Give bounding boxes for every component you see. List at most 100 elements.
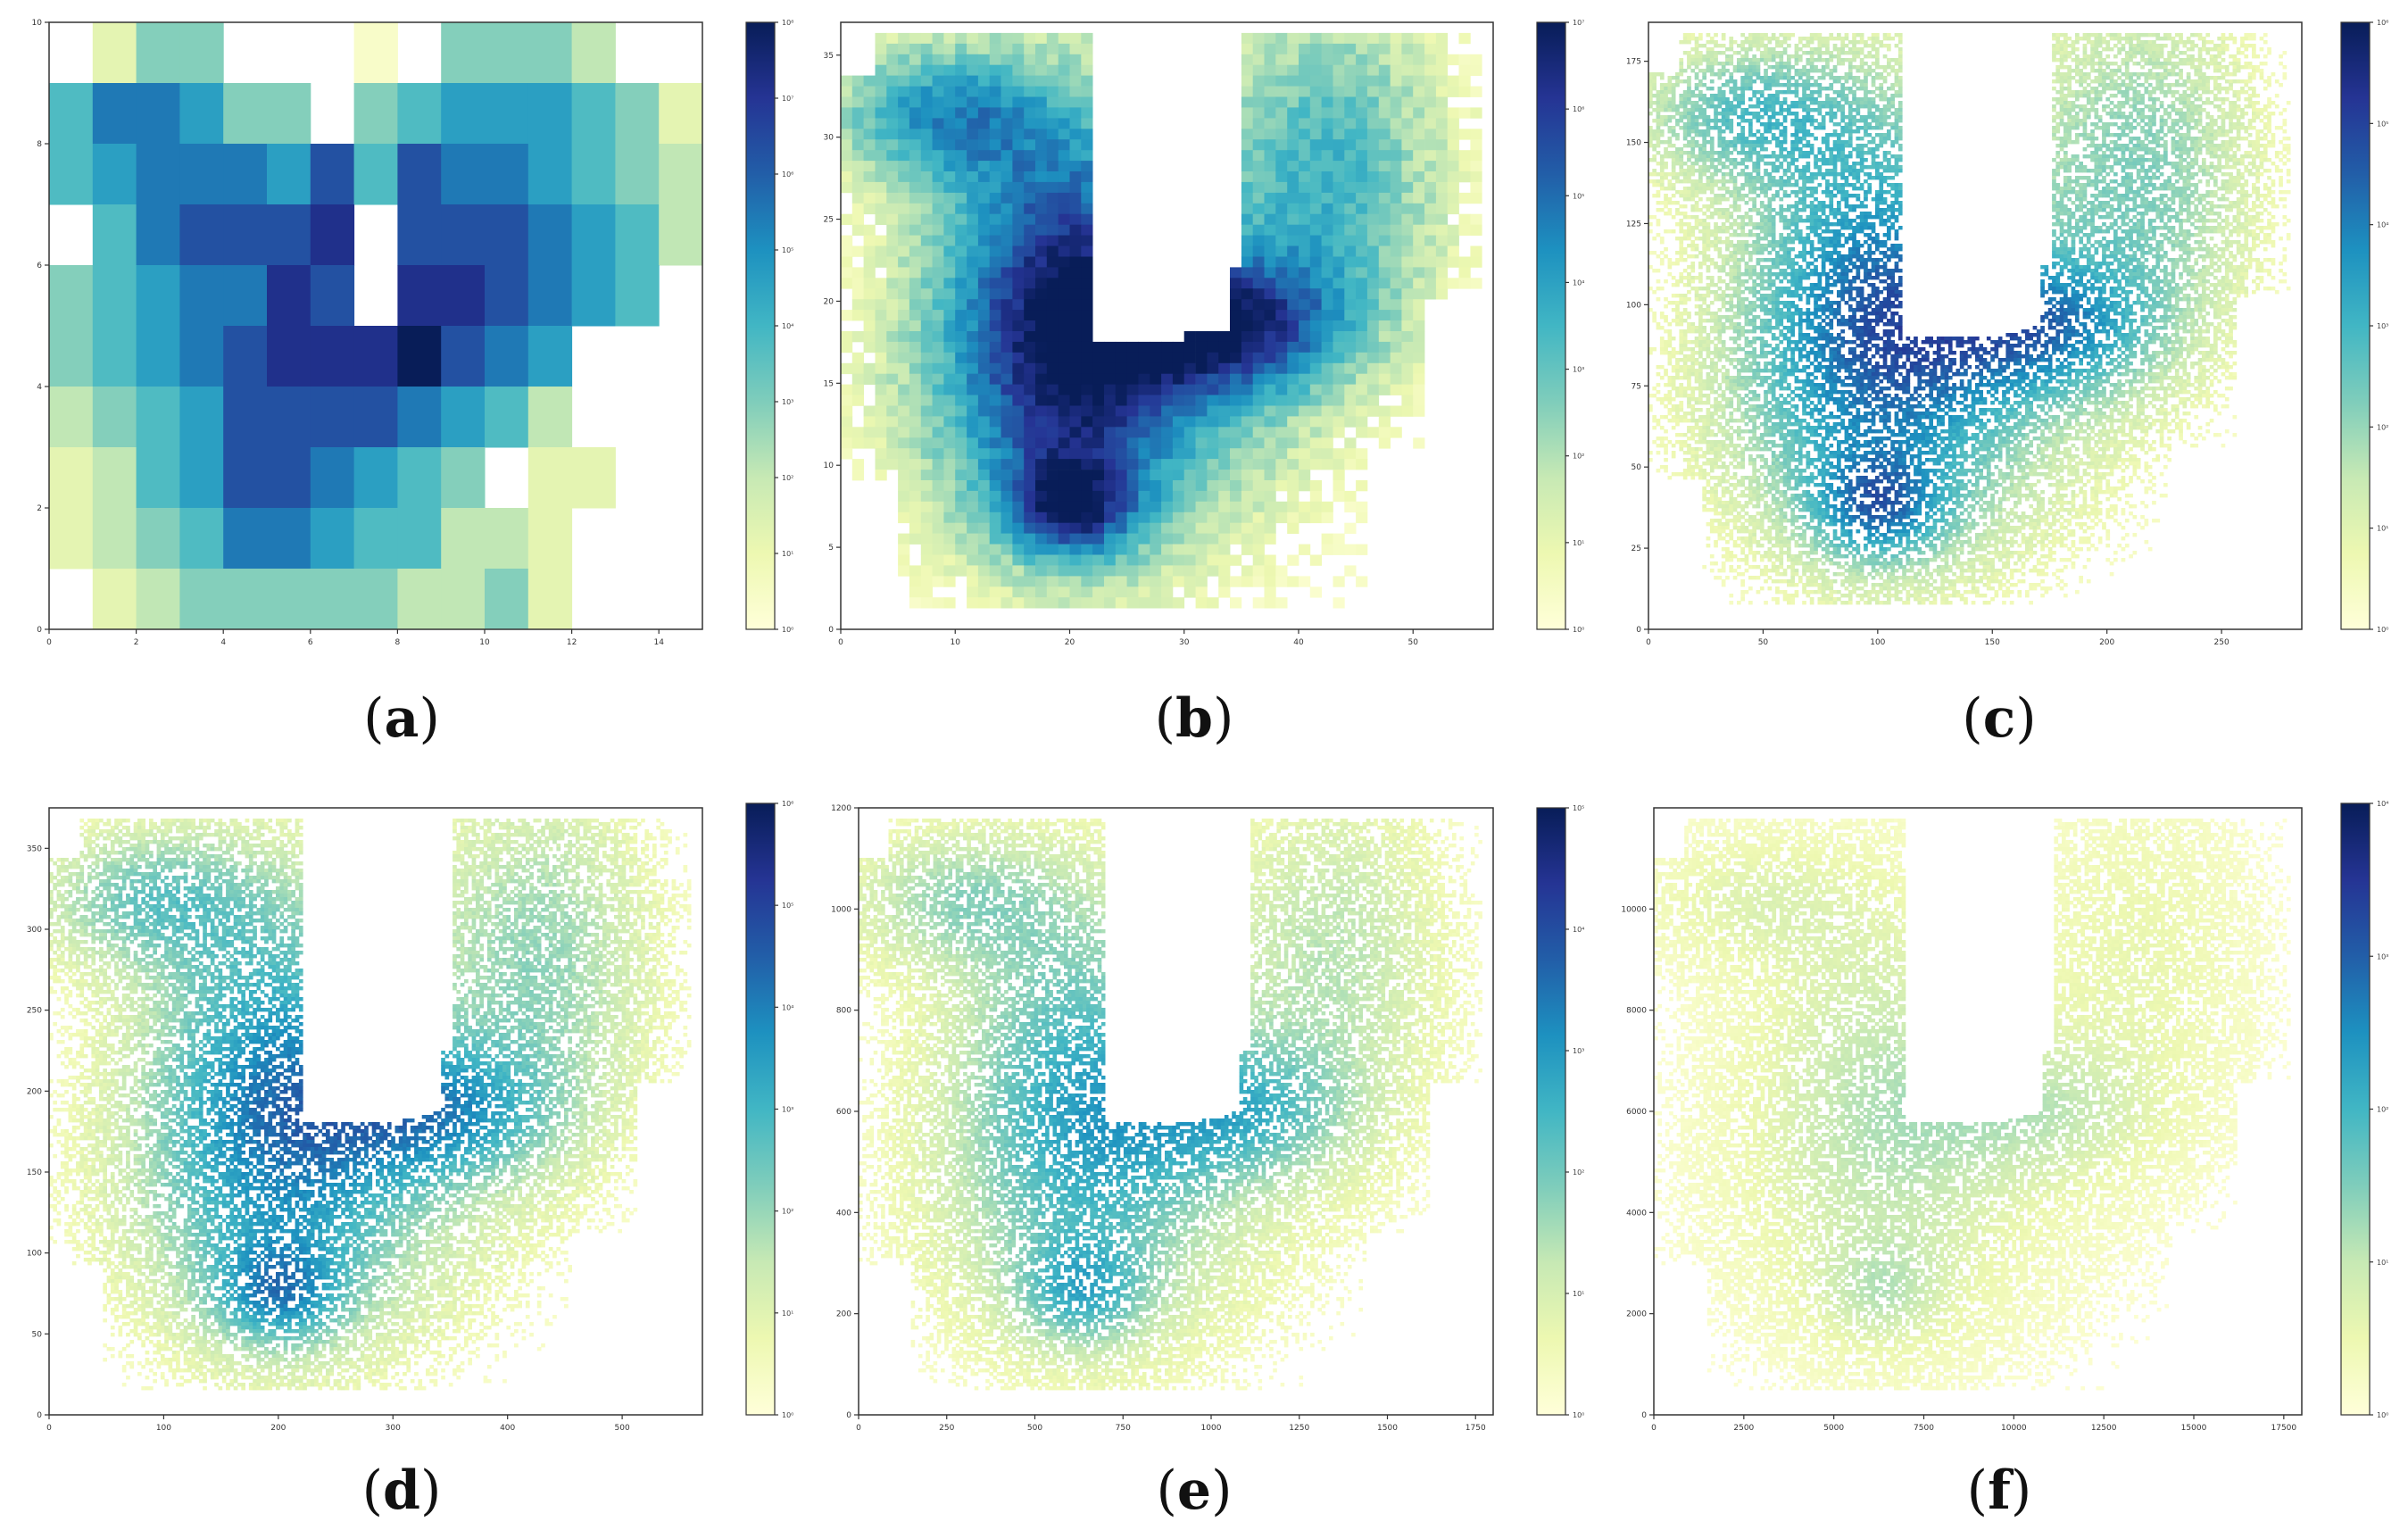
heatmap-cell — [1035, 214, 1047, 225]
heatmap-cell — [1310, 502, 1322, 512]
heatmap-cell — [841, 448, 852, 459]
heatmap-cell — [1322, 54, 1333, 65]
heatmap-cell — [1230, 342, 1241, 353]
heatmap-cell — [1241, 44, 1253, 54]
heatmap-cell — [1344, 54, 1356, 65]
heatmap-cell — [1413, 193, 1424, 204]
heatmap-cell — [1275, 427, 1287, 437]
heatmap-cell — [955, 97, 967, 108]
heatmap-cell — [1104, 353, 1116, 363]
heatmap-cell — [1436, 182, 1448, 193]
heatmap-cell — [1173, 470, 1184, 480]
heatmap-cell — [921, 555, 933, 566]
heatmap-cell — [1436, 288, 1448, 299]
heatmap-cell — [137, 447, 180, 509]
heatmap-cell — [1127, 523, 1139, 534]
heatmap-cell — [886, 214, 898, 225]
heatmap-cell — [955, 118, 967, 129]
heatmap-cell — [978, 470, 990, 480]
heatmap-cell — [1275, 363, 1287, 374]
heatmap-cell — [1344, 107, 1356, 118]
heatmap-cell — [990, 353, 1001, 363]
heatmap-cell — [1391, 236, 1402, 246]
heatmap-cell — [1253, 491, 1265, 502]
heatmap-cell — [615, 265, 659, 327]
heatmap-cell — [1035, 129, 1047, 139]
heatmap-cell — [1104, 342, 1116, 353]
heatmap-cell — [1047, 342, 1059, 353]
heatmap-cell — [1196, 374, 1208, 385]
heatmap-cell — [990, 171, 1001, 182]
heatmap-cell — [876, 353, 887, 363]
heatmap-cell — [876, 278, 887, 288]
heatmap-cell — [1047, 107, 1059, 118]
heatmap-cell — [967, 44, 978, 54]
heatmap-cell — [1287, 320, 1299, 331]
heatmap-cell — [898, 545, 909, 555]
heatmap-cell — [1012, 54, 1024, 65]
heatmap-cell — [990, 118, 1001, 129]
heatmap-cell — [1207, 502, 1218, 512]
heatmap-cell — [1275, 33, 1287, 44]
heatmap-cell — [933, 129, 944, 139]
heatmap-cell — [1001, 267, 1013, 278]
heatmap-cell — [1287, 416, 1299, 427]
heatmap-cell — [921, 225, 933, 236]
heatmap-cell — [876, 107, 887, 118]
heatmap-cell — [1356, 416, 1367, 427]
heatmap-cell — [1173, 427, 1184, 437]
heatmap-cell — [909, 597, 921, 608]
heatmap-cell — [1299, 107, 1310, 118]
heatmap-cell — [1459, 54, 1471, 65]
heatmap-cell — [1344, 236, 1356, 246]
heatmap-cell — [1265, 129, 1276, 139]
heatmap-cell — [1012, 586, 1024, 597]
heatmap-cell — [1196, 480, 1208, 491]
heatmap-cell — [1035, 33, 1047, 44]
heatmap-cell — [1253, 597, 1265, 608]
heatmap-cell — [1275, 225, 1287, 236]
heatmap-cell — [1035, 257, 1047, 268]
heatmap-cell — [1459, 87, 1471, 97]
heatmap-cell — [1138, 406, 1150, 417]
heatmap-cell — [1299, 278, 1310, 288]
heatmap-cell — [1436, 161, 1448, 171]
heatmap-cell — [1265, 353, 1276, 363]
heatmap-cell — [2190, 33, 2195, 37]
heatmap-cell — [1070, 33, 1082, 44]
heatmap-cell — [990, 597, 1001, 608]
heatmap-cell — [1092, 363, 1104, 374]
heatmap-cell — [864, 299, 876, 310]
heatmap-cell — [572, 22, 616, 84]
heatmap-cell — [1253, 427, 1265, 437]
heatmap-cell — [990, 480, 1001, 491]
heatmap-cell — [1035, 236, 1047, 246]
heatmap-cell — [886, 374, 898, 385]
heatmap-cell — [898, 342, 909, 353]
heatmap-cell — [967, 342, 978, 353]
heatmap-cell — [943, 502, 955, 512]
heatmap-cell — [921, 288, 933, 299]
heatmap-cell — [1253, 374, 1265, 385]
heatmap-cell — [978, 87, 990, 97]
heatmap-cell — [1356, 502, 1367, 512]
heatmap-cell — [1241, 363, 1253, 374]
heatmap-cell — [886, 459, 898, 470]
heatmap-cell — [1275, 171, 1287, 182]
heatmap-cell — [1024, 534, 1035, 545]
heatmap-cell — [1265, 150, 1276, 161]
heatmap-cell — [864, 150, 876, 161]
heatmap-cell — [876, 246, 887, 257]
heatmap-cell — [943, 597, 955, 608]
heatmap-cell — [1173, 406, 1184, 417]
heatmap-cell — [1127, 427, 1139, 437]
heatmap-cell — [1161, 427, 1173, 437]
heatmap-cell — [485, 83, 528, 145]
heatmap-cell — [1287, 267, 1299, 278]
heatmap-cell — [1356, 576, 1367, 586]
heatmap-cell — [1024, 565, 1035, 576]
heatmap-cell — [1161, 363, 1173, 374]
heatmap-cell — [1356, 427, 1367, 437]
heatmap-cell — [1344, 320, 1356, 331]
heatmap-cell — [852, 353, 864, 363]
